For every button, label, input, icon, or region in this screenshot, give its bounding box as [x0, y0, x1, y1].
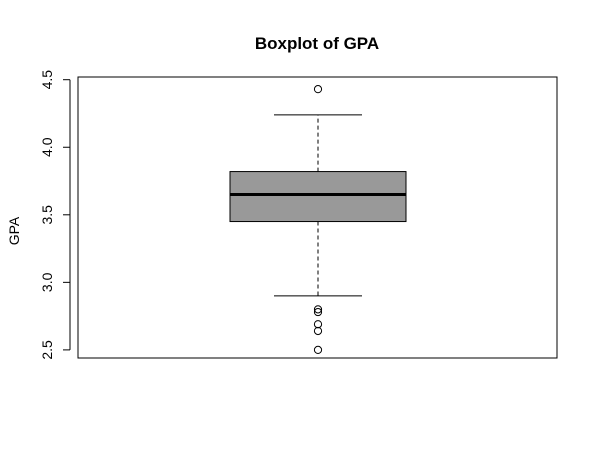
outlier-point	[313, 326, 323, 336]
y-tick-label: 4.0	[39, 137, 55, 157]
outlier-point	[313, 305, 323, 314]
plot-area-frame	[77, 76, 558, 359]
outlier-point	[313, 320, 323, 329]
outlier-point	[313, 345, 323, 354]
y-tick-label: 3.0	[39, 272, 55, 292]
y-tick-label: 4.5	[39, 70, 55, 90]
outlier-point	[313, 85, 323, 94]
y-axis-label: GPA	[6, 216, 22, 245]
boxplot-marks	[229, 85, 407, 354]
y-axis: 2.5 3.0 3.5 4.0 4.5	[39, 70, 71, 360]
y-tick-label: 2.5	[39, 340, 55, 360]
interquartile-box	[229, 171, 407, 223]
chart-title: Boxplot of GPA	[255, 34, 379, 53]
outlier-point	[313, 307, 323, 317]
y-tick-label: 3.5	[39, 205, 55, 225]
